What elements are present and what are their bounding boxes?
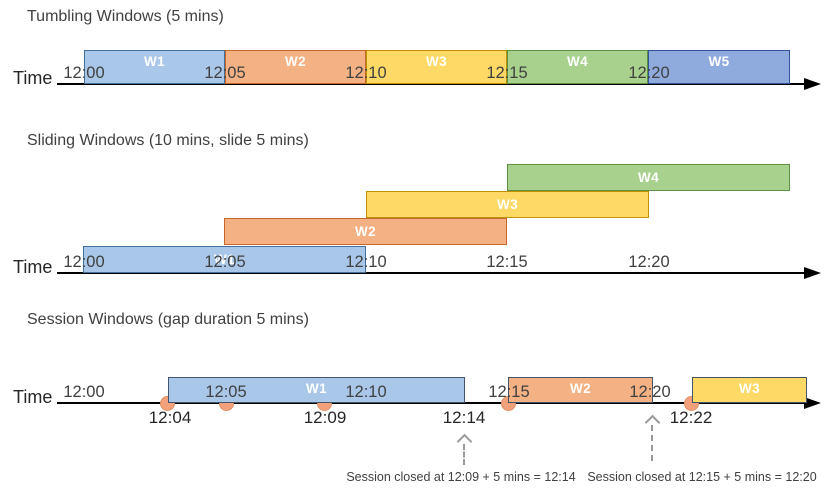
window-label: W2 — [354, 224, 377, 239]
time-tick-label: 12:05 — [204, 64, 246, 82]
time-tick-label: 12:20 — [628, 64, 670, 82]
event-time-label: 12:22 — [669, 408, 713, 427]
session-window-w2: W2 — [508, 377, 653, 403]
time-tick-label: 12:15 — [486, 64, 528, 82]
event-time-label: 12:09 — [303, 408, 347, 427]
sliding-window-w2: W2 — [224, 218, 507, 245]
window-label: W1 — [143, 54, 166, 69]
event-time-label: 12:14 — [442, 408, 486, 427]
session-window-w3: W3 — [692, 377, 807, 403]
time-axis-label: Time — [13, 387, 53, 407]
window-label: W4 — [637, 170, 660, 185]
event-time-label: 12:04 — [148, 408, 192, 427]
time-tick-label: 12:00 — [63, 383, 105, 401]
time-tick-label: 12:10 — [345, 64, 387, 82]
tumbling-window-w4: W4 — [507, 50, 648, 84]
window-label: W5 — [708, 54, 730, 69]
time-tick-label: 12:00 — [63, 253, 105, 271]
window-label: W2 — [284, 54, 307, 69]
timeline-axis — [57, 272, 805, 274]
sliding-window-w4: W4 — [507, 164, 790, 191]
dashed-arrow-stem — [463, 444, 465, 465]
time-tick-label: 12:20 — [628, 253, 670, 271]
time-tick-label: 12:15 — [488, 383, 530, 401]
time-axis-label: Time — [13, 68, 53, 88]
dashed-arrow-stem — [651, 425, 653, 461]
time-tick-label: 12:15 — [486, 253, 528, 271]
session-close-annotation: Session closed at 12:15 + 5 mins = 12:20 — [587, 470, 817, 484]
timeline-axis — [57, 402, 805, 404]
tumbling-title: Tumbling Windows (5 mins) — [27, 8, 224, 25]
time-tick-label: 12:05 — [205, 383, 247, 401]
window-label: W1 — [213, 252, 236, 267]
timeline-axis — [57, 83, 805, 85]
time-tick-label: 12:10 — [345, 253, 387, 271]
time-axis-label: Time — [13, 257, 53, 277]
session-close-annotation: Session closed at 12:09 + 5 mins = 12:14 — [346, 470, 576, 484]
tumbling-window-w3: W3 — [366, 50, 507, 84]
window-label: W3 — [496, 197, 519, 212]
session-window-w1: W1 — [168, 377, 465, 403]
time-tick-label: 12:20 — [629, 383, 671, 401]
session-title: Session Windows (gap duration 5 mins) — [27, 311, 309, 328]
time-tick-label: 12:10 — [345, 383, 387, 401]
window-label: W1 — [305, 381, 328, 396]
sliding-window-w1: W1 — [83, 246, 366, 273]
window-label: W3 — [738, 381, 761, 396]
window-label: W2 — [569, 381, 592, 396]
sliding-title: Sliding Windows (10 mins, slide 5 mins) — [27, 132, 309, 149]
timeline-arrowhead-icon — [804, 78, 821, 90]
time-tick-label: 12:05 — [204, 253, 246, 271]
window-label: W4 — [566, 54, 589, 69]
time-tick-label: 12:00 — [63, 64, 105, 82]
tumbling-window-w1: W1 — [84, 50, 225, 84]
timeline-arrowhead-icon — [804, 397, 821, 409]
timeline-arrowhead-icon — [804, 267, 821, 279]
tumbling-window-w5: W5 — [648, 50, 790, 84]
tumbling-window-w2: W2 — [225, 50, 366, 84]
window-label: W3 — [425, 54, 448, 69]
sliding-window-w3: W3 — [366, 191, 649, 218]
